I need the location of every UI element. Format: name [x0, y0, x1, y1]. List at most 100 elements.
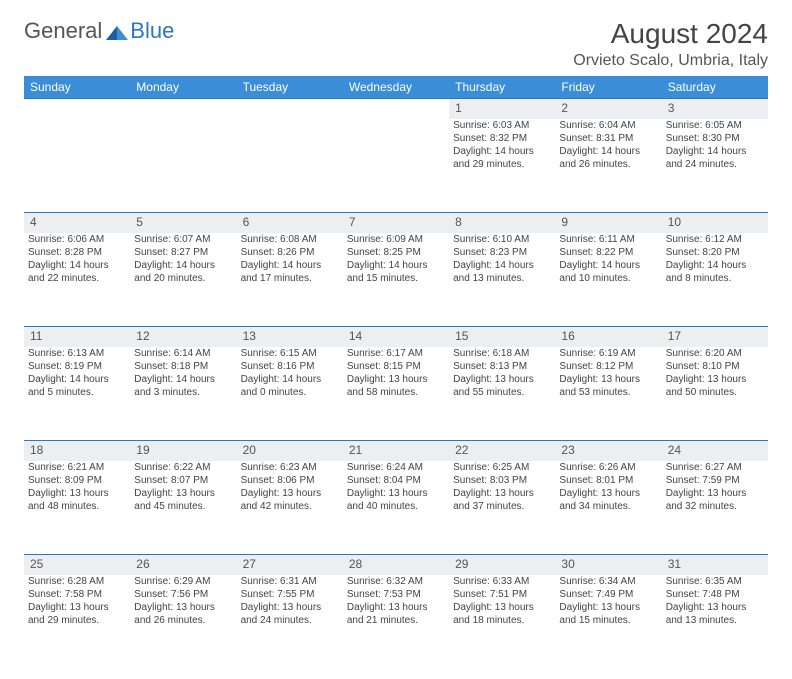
day-content-row: Sunrise: 6:03 AMSunset: 8:32 PMDaylight:… — [24, 119, 768, 213]
day-number-cell: 2 — [555, 99, 661, 119]
day-number-row: 45678910 — [24, 213, 768, 233]
day-number-cell: 29 — [449, 555, 555, 575]
day-number-cell: 28 — [343, 555, 449, 575]
sunset-text: Sunset: 8:25 PM — [347, 246, 445, 259]
sail-icon — [106, 22, 128, 40]
day-cell: Sunrise: 6:08 AMSunset: 8:26 PMDaylight:… — [237, 233, 343, 327]
calendar-page: General Blue August 2024 Orvieto Scalo, … — [0, 0, 792, 679]
day-number-cell — [343, 99, 449, 119]
day-cell: Sunrise: 6:12 AMSunset: 8:20 PMDaylight:… — [662, 233, 768, 327]
weekday-header: Wednesday — [343, 76, 449, 99]
daylight-text: Daylight: 14 hours and 8 minutes. — [666, 259, 764, 285]
sunset-text: Sunset: 8:22 PM — [559, 246, 657, 259]
sunrise-text: Sunrise: 6:20 AM — [666, 347, 764, 360]
sunset-text: Sunset: 8:07 PM — [134, 474, 232, 487]
header: General Blue August 2024 Orvieto Scalo, … — [24, 18, 768, 70]
day-number-cell: 14 — [343, 327, 449, 347]
sunrise-text: Sunrise: 6:13 AM — [28, 347, 126, 360]
daylight-text: Daylight: 13 hours and 45 minutes. — [134, 487, 232, 513]
daylight-text: Daylight: 14 hours and 15 minutes. — [347, 259, 445, 285]
sunset-text: Sunset: 8:01 PM — [559, 474, 657, 487]
day-number-cell: 15 — [449, 327, 555, 347]
weekday-header-row: Sunday Monday Tuesday Wednesday Thursday… — [24, 76, 768, 99]
sunrise-text: Sunrise: 6:31 AM — [241, 575, 339, 588]
daylight-text: Daylight: 14 hours and 10 minutes. — [559, 259, 657, 285]
day-number-row: 18192021222324 — [24, 441, 768, 461]
daylight-text: Daylight: 13 hours and 32 minutes. — [666, 487, 764, 513]
sunset-text: Sunset: 7:55 PM — [241, 588, 339, 601]
sunrise-text: Sunrise: 6:10 AM — [453, 233, 551, 246]
sunset-text: Sunset: 8:27 PM — [134, 246, 232, 259]
sunset-text: Sunset: 8:09 PM — [28, 474, 126, 487]
day-number-cell: 3 — [662, 99, 768, 119]
sunset-text: Sunset: 8:26 PM — [241, 246, 339, 259]
day-cell: Sunrise: 6:03 AMSunset: 8:32 PMDaylight:… — [449, 119, 555, 213]
sunrise-text: Sunrise: 6:25 AM — [453, 461, 551, 474]
day-cell: Sunrise: 6:07 AMSunset: 8:27 PMDaylight:… — [130, 233, 236, 327]
day-number-cell: 11 — [24, 327, 130, 347]
day-cell: Sunrise: 6:15 AMSunset: 8:16 PMDaylight:… — [237, 347, 343, 441]
day-cell: Sunrise: 6:34 AMSunset: 7:49 PMDaylight:… — [555, 575, 661, 669]
sunrise-text: Sunrise: 6:03 AM — [453, 119, 551, 132]
day-number-cell: 13 — [237, 327, 343, 347]
sunset-text: Sunset: 7:58 PM — [28, 588, 126, 601]
day-number-cell: 17 — [662, 327, 768, 347]
sunrise-text: Sunrise: 6:29 AM — [134, 575, 232, 588]
daylight-text: Daylight: 14 hours and 3 minutes. — [134, 373, 232, 399]
sunrise-text: Sunrise: 6:15 AM — [241, 347, 339, 360]
day-number-cell: 24 — [662, 441, 768, 461]
sunset-text: Sunset: 7:53 PM — [347, 588, 445, 601]
day-number-cell: 5 — [130, 213, 236, 233]
sunset-text: Sunset: 8:13 PM — [453, 360, 551, 373]
day-cell: Sunrise: 6:11 AMSunset: 8:22 PMDaylight:… — [555, 233, 661, 327]
day-content-row: Sunrise: 6:13 AMSunset: 8:19 PMDaylight:… — [24, 347, 768, 441]
daylight-text: Daylight: 13 hours and 48 minutes. — [28, 487, 126, 513]
day-cell: Sunrise: 6:29 AMSunset: 7:56 PMDaylight:… — [130, 575, 236, 669]
sunrise-text: Sunrise: 6:04 AM — [559, 119, 657, 132]
day-number-cell: 19 — [130, 441, 236, 461]
sunrise-text: Sunrise: 6:19 AM — [559, 347, 657, 360]
sunset-text: Sunset: 8:20 PM — [666, 246, 764, 259]
day-number-cell: 30 — [555, 555, 661, 575]
daylight-text: Daylight: 13 hours and 18 minutes. — [453, 601, 551, 627]
sunset-text: Sunset: 8:18 PM — [134, 360, 232, 373]
day-number-cell: 8 — [449, 213, 555, 233]
sunset-text: Sunset: 7:49 PM — [559, 588, 657, 601]
sunset-text: Sunset: 8:15 PM — [347, 360, 445, 373]
day-number-cell: 18 — [24, 441, 130, 461]
daylight-text: Daylight: 14 hours and 29 minutes. — [453, 145, 551, 171]
sunrise-text: Sunrise: 6:22 AM — [134, 461, 232, 474]
sunrise-text: Sunrise: 6:11 AM — [559, 233, 657, 246]
day-number-cell: 23 — [555, 441, 661, 461]
day-cell — [237, 119, 343, 213]
sunrise-text: Sunrise: 6:28 AM — [28, 575, 126, 588]
sunrise-text: Sunrise: 6:18 AM — [453, 347, 551, 360]
day-cell — [130, 119, 236, 213]
day-cell: Sunrise: 6:09 AMSunset: 8:25 PMDaylight:… — [343, 233, 449, 327]
daylight-text: Daylight: 13 hours and 29 minutes. — [28, 601, 126, 627]
weekday-header: Thursday — [449, 76, 555, 99]
daylight-text: Daylight: 13 hours and 24 minutes. — [241, 601, 339, 627]
day-number-cell: 4 — [24, 213, 130, 233]
day-cell: Sunrise: 6:35 AMSunset: 7:48 PMDaylight:… — [662, 575, 768, 669]
day-cell: Sunrise: 6:04 AMSunset: 8:31 PMDaylight:… — [555, 119, 661, 213]
day-cell: Sunrise: 6:32 AMSunset: 7:53 PMDaylight:… — [343, 575, 449, 669]
sunrise-text: Sunrise: 6:35 AM — [666, 575, 764, 588]
day-cell: Sunrise: 6:19 AMSunset: 8:12 PMDaylight:… — [555, 347, 661, 441]
day-cell: Sunrise: 6:33 AMSunset: 7:51 PMDaylight:… — [449, 575, 555, 669]
sunrise-text: Sunrise: 6:24 AM — [347, 461, 445, 474]
brand-logo: General Blue — [24, 18, 174, 44]
sunrise-text: Sunrise: 6:08 AM — [241, 233, 339, 246]
sunset-text: Sunset: 8:31 PM — [559, 132, 657, 145]
day-cell: Sunrise: 6:06 AMSunset: 8:28 PMDaylight:… — [24, 233, 130, 327]
sunset-text: Sunset: 8:23 PM — [453, 246, 551, 259]
day-content-row: Sunrise: 6:21 AMSunset: 8:09 PMDaylight:… — [24, 461, 768, 555]
day-number-cell: 22 — [449, 441, 555, 461]
day-cell: Sunrise: 6:23 AMSunset: 8:06 PMDaylight:… — [237, 461, 343, 555]
daylight-text: Daylight: 13 hours and 42 minutes. — [241, 487, 339, 513]
daylight-text: Daylight: 13 hours and 53 minutes. — [559, 373, 657, 399]
weekday-header: Monday — [130, 76, 236, 99]
daylight-text: Daylight: 13 hours and 55 minutes. — [453, 373, 551, 399]
weekday-header: Saturday — [662, 76, 768, 99]
sunset-text: Sunset: 8:10 PM — [666, 360, 764, 373]
